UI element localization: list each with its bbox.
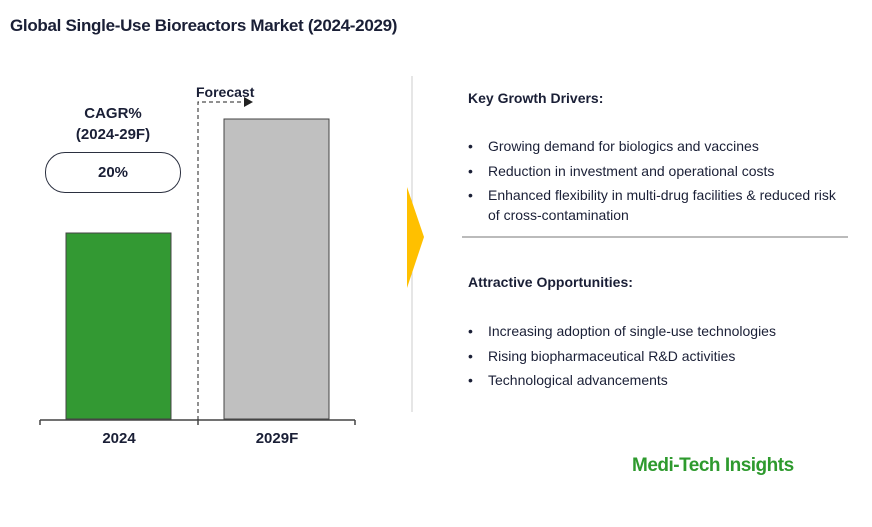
drivers-list: Growing demand for biologics and vaccine… bbox=[468, 136, 848, 230]
list-item: Reduction in investment and operational … bbox=[468, 161, 848, 181]
bar-2024 bbox=[65, 232, 172, 420]
forecast-divider bbox=[197, 101, 244, 420]
list-item: Technological advancements bbox=[468, 370, 848, 390]
list-item: Growing demand for biologics and vaccine… bbox=[468, 136, 848, 156]
bar-2029F bbox=[223, 118, 330, 420]
opportunities-list: Increasing adoption of single-use techno… bbox=[468, 321, 848, 395]
cagr-period: (2024-29F) bbox=[75, 126, 151, 143]
x-tick-label: 2024 bbox=[102, 430, 136, 447]
cagr-value-badge: 20% bbox=[45, 152, 181, 193]
forecast-arrow-icon bbox=[244, 97, 253, 107]
logo: Medi-Tech Insights bbox=[632, 455, 794, 476]
x-tick-label: 2029F bbox=[255, 430, 299, 447]
chevron-right-icon bbox=[407, 187, 424, 288]
drivers-heading: Key Growth Drivers: bbox=[468, 90, 604, 106]
opportunities-heading: Attractive Opportunities: bbox=[468, 274, 633, 290]
list-item: Increasing adoption of single-use techno… bbox=[468, 321, 848, 341]
list-item: Rising biopharmaceutical R&D activities bbox=[468, 346, 848, 366]
chart-title: Global Single-Use Bioreactors Market (20… bbox=[10, 16, 398, 35]
list-item: Enhanced flexibility in multi-drug facil… bbox=[468, 185, 848, 225]
cagr-label: CAGR% bbox=[84, 105, 142, 122]
forecast-label: Forecast bbox=[196, 84, 255, 100]
